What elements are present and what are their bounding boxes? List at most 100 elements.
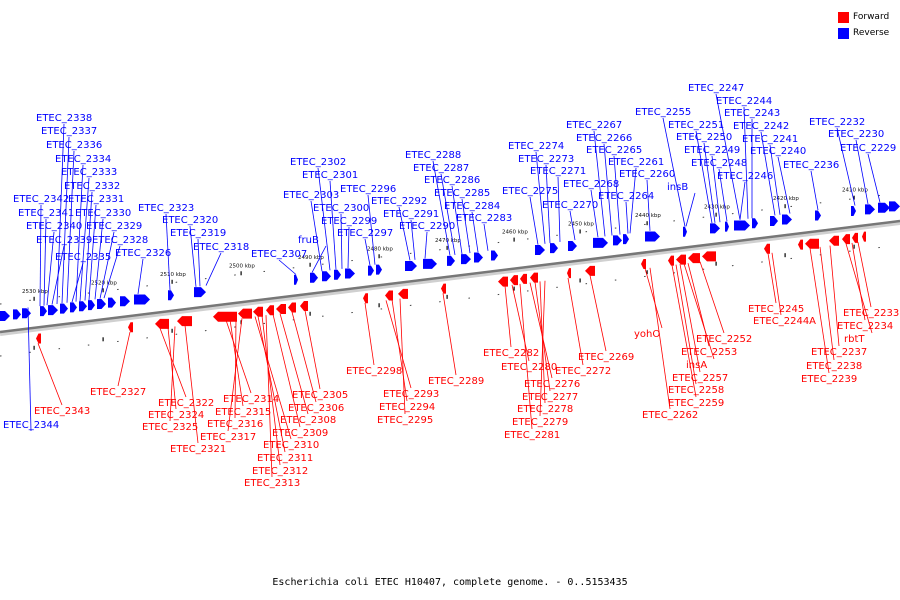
gene-label[interactable]: ETEC_2257 <box>672 373 728 384</box>
gene-label[interactable]: ETEC_2282 <box>483 348 539 359</box>
gene-label[interactable]: ETEC_2288 <box>405 150 461 161</box>
gene-label[interactable]: ETEC_2274 <box>508 141 564 152</box>
gene-label[interactable]: ETEC_2285 <box>434 188 490 199</box>
gene-label[interactable]: ETEC_2260 <box>619 169 675 180</box>
gene-label[interactable]: ETEC_2243 <box>724 108 780 119</box>
gene-label[interactable]: ETEC_2312 <box>252 466 308 477</box>
gene-label[interactable]: ETEC_2249 <box>684 145 740 156</box>
gene-label[interactable]: ETEC_2328 <box>92 235 148 246</box>
gene-label[interactable]: ETEC_2320 <box>162 215 218 226</box>
gene-label[interactable]: ETEC_2294 <box>379 402 435 413</box>
gene-label[interactable]: fruB <box>298 235 319 246</box>
gene-label[interactable]: ETEC_2319 <box>170 228 226 239</box>
gene-label[interactable]: ETEC_2337 <box>41 126 97 137</box>
gene-label[interactable]: ETEC_2336 <box>46 140 102 151</box>
gene-label[interactable]: rbtT <box>844 334 865 345</box>
gene-label[interactable]: ETEC_2251 <box>668 120 724 131</box>
gene-label[interactable]: ETEC_2330 <box>75 208 131 219</box>
gene-label[interactable]: ETEC_2316 <box>207 419 263 430</box>
gene-label[interactable]: ETEC_2344 <box>3 420 59 431</box>
gene-label[interactable]: ETEC_2326 <box>115 248 171 259</box>
gene-label[interactable]: ETEC_2248 <box>691 158 747 169</box>
gene-label[interactable]: ETEC_2302 <box>290 157 346 168</box>
gene-label[interactable]: ETEC_2322 <box>158 398 214 409</box>
gene-label[interactable]: ETEC_2266 <box>576 133 632 144</box>
gene-label[interactable]: ETEC_2275 <box>502 186 558 197</box>
gene-label[interactable]: ETEC_2246 <box>717 171 773 182</box>
gene-label[interactable]: ETEC_2331 <box>68 194 124 205</box>
gene-label[interactable]: ETEC_2290 <box>399 221 455 232</box>
gene-label[interactable]: ETEC_2244A <box>753 316 816 327</box>
gene-label[interactable]: ETEC_2239 <box>801 374 857 385</box>
gene-label[interactable]: ETEC_2242 <box>733 121 789 132</box>
gene-label[interactable]: ETEC_2264 <box>598 191 654 202</box>
gene-label[interactable]: ETEC_2317 <box>200 432 256 443</box>
gene-label[interactable]: ETEC_2305 <box>292 390 348 401</box>
gene-label[interactable]: ETEC_2238 <box>806 361 862 372</box>
gene-label[interactable]: ETEC_2296 <box>340 184 396 195</box>
gene-label[interactable]: ETEC_2341 <box>18 208 74 219</box>
gene-label[interactable]: ETEC_2292 <box>371 196 427 207</box>
gene-label[interactable]: ETEC_2313 <box>244 478 300 489</box>
gene-label[interactable]: ETEC_2334 <box>55 154 111 165</box>
gene-label[interactable]: ETEC_2230 <box>828 129 884 140</box>
gene-label[interactable]: ETEC_2283 <box>456 213 512 224</box>
gene-label[interactable]: ETEC_2276 <box>524 379 580 390</box>
gene-label[interactable]: ETEC_2301 <box>302 170 358 181</box>
gene-label[interactable]: ETEC_2314 <box>223 394 279 405</box>
gene-label[interactable]: ETEC_2286 <box>424 175 480 186</box>
gene-label[interactable]: ETEC_2323 <box>138 203 194 214</box>
gene-label[interactable]: ETEC_2277 <box>522 392 578 403</box>
gene-label[interactable]: ETEC_2273 <box>518 154 574 165</box>
gene-label[interactable]: ETEC_2333 <box>61 167 117 178</box>
gene-label[interactable]: ETEC_2335 <box>55 252 111 263</box>
gene-label[interactable]: ETEC_2236 <box>783 160 839 171</box>
gene-label[interactable]: ETEC_2308 <box>280 415 336 426</box>
gene-label[interactable]: ETEC_2281 <box>504 430 560 441</box>
gene-label[interactable]: ETEC_2291 <box>383 209 439 220</box>
gene-label[interactable]: ETEC_2297 <box>337 228 393 239</box>
gene-label[interactable]: ETEC_2268 <box>563 179 619 190</box>
gene-label[interactable]: ETEC_2269 <box>578 352 634 363</box>
gene-label[interactable]: ETEC_2253 <box>681 347 737 358</box>
gene-label[interactable]: ETEC_2321 <box>170 444 226 455</box>
gene-label[interactable]: ETEC_2338 <box>36 113 92 124</box>
gene-label[interactable]: ETEC_2247 <box>688 83 744 94</box>
gene-label[interactable]: ETEC_2307 <box>251 249 307 260</box>
gene-label[interactable]: ETEC_2278 <box>517 404 573 415</box>
gene-label[interactable]: ETEC_2310 <box>263 440 319 451</box>
gene-label[interactable]: ETEC_2309 <box>272 428 328 439</box>
gene-label[interactable]: ETEC_2295 <box>377 415 433 426</box>
gene-label[interactable]: ETEC_2265 <box>586 145 642 156</box>
gene-label[interactable]: ETEC_2329 <box>86 221 142 232</box>
gene-label[interactable]: ETEC_2259 <box>668 398 724 409</box>
gene-label[interactable]: ETEC_2229 <box>840 143 896 154</box>
gene-label[interactable]: ETEC_2240 <box>750 146 806 157</box>
gene-label[interactable]: ETEC_2280 <box>501 362 557 373</box>
gene-label[interactable]: yohO <box>634 329 660 340</box>
gene-label[interactable]: ETEC_2343 <box>34 406 90 417</box>
gene-label[interactable]: ETEC_2270 <box>542 200 598 211</box>
gene-label[interactable]: ETEC_2261 <box>608 157 664 168</box>
gene-label[interactable]: ETEC_2303 <box>283 190 339 201</box>
gene-label[interactable]: ETEC_2262 <box>642 410 698 421</box>
gene-label[interactable]: ETEC_2332 <box>64 181 120 192</box>
gene-label[interactable]: ETEC_2241 <box>742 134 798 145</box>
gene-label[interactable]: ETEC_2271 <box>530 166 586 177</box>
gene-label[interactable]: ETEC_2255 <box>635 107 691 118</box>
gene-label[interactable]: ETEC_2233 <box>843 308 899 319</box>
gene-label[interactable]: ETEC_2237 <box>811 347 867 358</box>
gene-label[interactable]: ETEC_2325 <box>142 422 198 433</box>
gene-label[interactable]: ETEC_2232 <box>809 117 865 128</box>
gene-label[interactable]: ETEC_2315 <box>215 407 271 418</box>
gene-label[interactable]: ETEC_2258 <box>668 385 724 396</box>
gene-label[interactable]: ETEC_2339 <box>36 235 92 246</box>
gene-label[interactable]: ETEC_2245 <box>748 304 804 315</box>
gene-label[interactable]: ETEC_2244 <box>716 96 772 107</box>
gene-label[interactable]: ETEC_2300 <box>313 203 369 214</box>
gene-label[interactable]: ETEC_2340 <box>26 221 82 232</box>
gene-label[interactable]: ETEC_2306 <box>288 403 344 414</box>
gene-label[interactable]: insA <box>686 360 707 371</box>
gene-label[interactable]: ETEC_2279 <box>512 417 568 428</box>
gene-label[interactable]: ETEC_2289 <box>428 376 484 387</box>
